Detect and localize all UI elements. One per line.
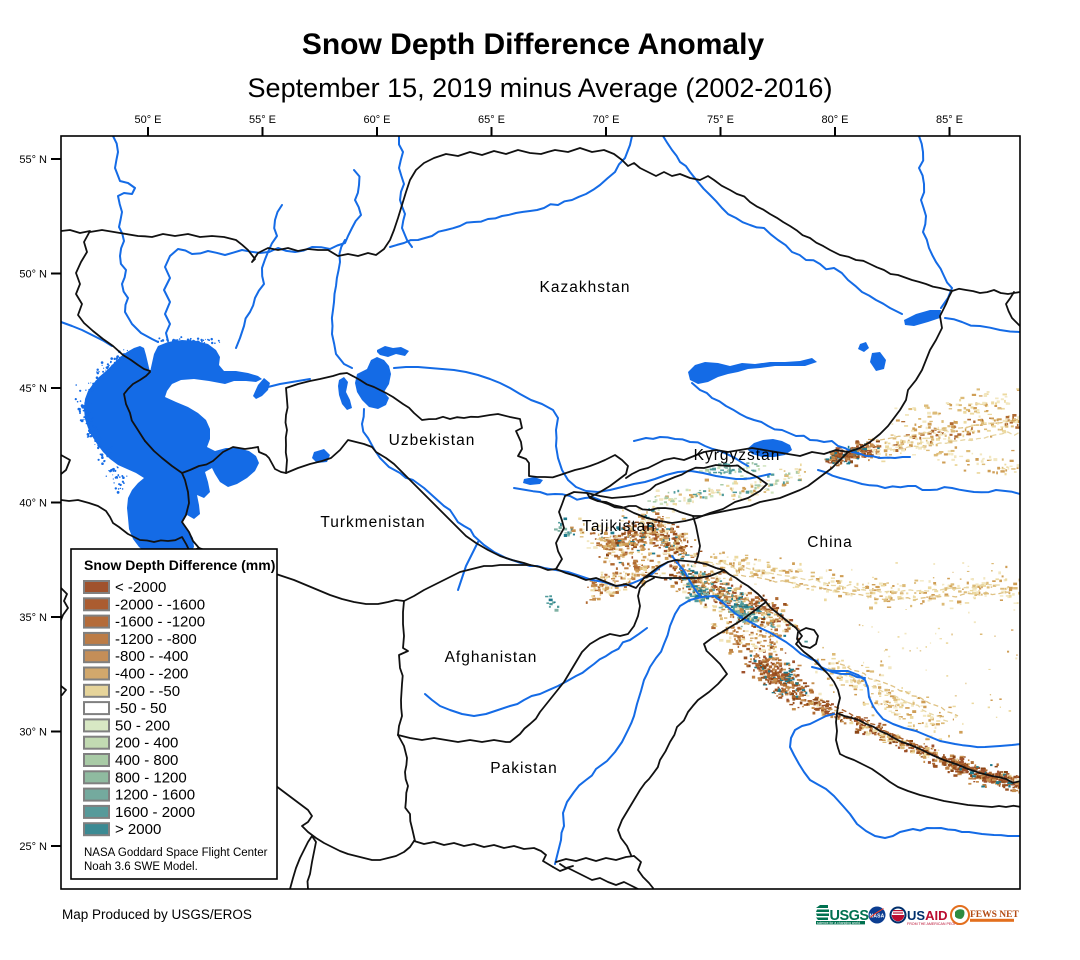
svg-text:Afghanistan: Afghanistan: [445, 649, 538, 666]
svg-text:30° N: 30° N: [19, 727, 47, 739]
svg-text:-400 - -200: -400 - -200: [115, 666, 188, 683]
svg-text:FROM THE AMERICAN PEOPLE: FROM THE AMERICAN PEOPLE: [907, 922, 961, 926]
svg-text:NASA Goddard Space Flight Cent: NASA Goddard Space Flight Center: [84, 847, 268, 859]
svg-text:25° N: 25° N: [19, 841, 47, 853]
svg-text:Noah 3.6 SWE Model.: Noah 3.6 SWE Model.: [84, 861, 198, 873]
svg-text:60° E: 60° E: [363, 114, 390, 126]
svg-text:Map Produced by USGS/EROS: Map Produced by USGS/EROS: [62, 907, 252, 922]
svg-text:40° N: 40° N: [19, 498, 47, 510]
svg-text:Kyrgyzstan: Kyrgyzstan: [694, 447, 781, 464]
svg-text:< -2000: < -2000: [115, 579, 166, 596]
svg-text:Snow Depth Difference Anomaly: Snow Depth Difference Anomaly: [302, 28, 765, 61]
svg-text:50° E: 50° E: [134, 114, 161, 126]
svg-text:-2000 - -1600: -2000 - -1600: [115, 596, 205, 613]
svg-text:70° E: 70° E: [592, 114, 619, 126]
svg-text:55° N: 55° N: [19, 154, 47, 166]
svg-text:-1600 - -1200: -1600 - -1200: [115, 614, 205, 631]
svg-text:1600 - 2000: 1600 - 2000: [115, 804, 195, 821]
svg-text:200 - 400: 200 - 400: [115, 735, 178, 752]
svg-text:-1200 - -800: -1200 - -800: [115, 631, 197, 648]
svg-text:USGS: USGS: [830, 908, 870, 924]
svg-text:1200 - 1600: 1200 - 1600: [115, 787, 195, 804]
svg-text:80° E: 80° E: [821, 114, 848, 126]
svg-text:China: China: [807, 534, 853, 551]
svg-text:400 - 800: 400 - 800: [115, 752, 178, 769]
svg-text:-50 - 50: -50 - 50: [115, 700, 167, 717]
svg-text:Turkmenistan: Turkmenistan: [320, 514, 425, 531]
svg-text:> 2000: > 2000: [115, 821, 161, 838]
svg-text:50 - 200: 50 - 200: [115, 717, 170, 734]
svg-text:65° E: 65° E: [478, 114, 505, 126]
svg-text:science for a changing world: science for a changing world: [817, 921, 860, 925]
svg-text:45° N: 45° N: [19, 383, 47, 395]
svg-text:USAID: USAID: [907, 908, 947, 923]
svg-text:800 - 1200: 800 - 1200: [115, 769, 187, 786]
svg-text:Uzbekistan: Uzbekistan: [389, 432, 476, 449]
svg-text:Kazakhstan: Kazakhstan: [540, 279, 631, 296]
svg-text:35° N: 35° N: [19, 612, 47, 624]
svg-text:50° N: 50° N: [19, 269, 47, 281]
svg-text:-800 - -400: -800 - -400: [115, 648, 188, 665]
svg-text:55° E: 55° E: [249, 114, 276, 126]
svg-text:Pakistan: Pakistan: [490, 760, 557, 777]
svg-text:85° E: 85° E: [936, 114, 963, 126]
svg-text:-200 - -50: -200 - -50: [115, 683, 180, 700]
svg-text:September 15, 2019 minus Avera: September 15, 2019 minus Average (2002-2…: [248, 73, 833, 103]
svg-text:Snow Depth Difference (mm): Snow Depth Difference (mm): [84, 557, 275, 573]
svg-text:NASA: NASA: [870, 914, 885, 920]
svg-text:Tajikistan: Tajikistan: [582, 518, 656, 535]
svg-text:FEWS NET: FEWS NET: [970, 910, 1019, 920]
svg-text:75° E: 75° E: [707, 114, 734, 126]
